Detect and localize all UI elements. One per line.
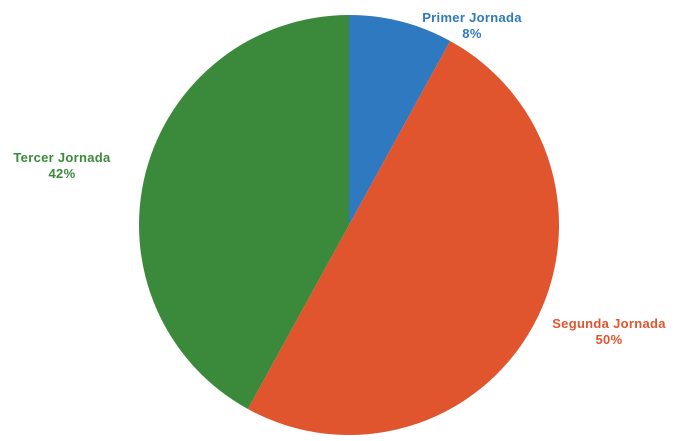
slice-value-tercer-jornada: 42% (48, 166, 76, 181)
slice-label-tercer-jornada: Tercer Jornada 42% (2, 150, 122, 182)
pie-slice-segunda-jornada (247, 40, 559, 436)
slice-category-primer-jornada: Primer Jornada (422, 10, 522, 25)
pie-slice-tercer-jornada (138, 14, 349, 410)
slice-category-tercer-jornada: Tercer Jornada (13, 150, 111, 165)
slice-category-segunda-jornada: Segunda Jornada (552, 316, 666, 331)
slice-label-primer-jornada: Primer Jornada 8% (400, 10, 544, 42)
pie-slice-primer-jornada (349, 15, 451, 225)
slice-value-primer-jornada: 8% (462, 26, 482, 41)
slice-label-segunda-jornada: Segunda Jornada 50% (540, 316, 678, 348)
slice-value-segunda-jornada: 50% (595, 332, 623, 347)
